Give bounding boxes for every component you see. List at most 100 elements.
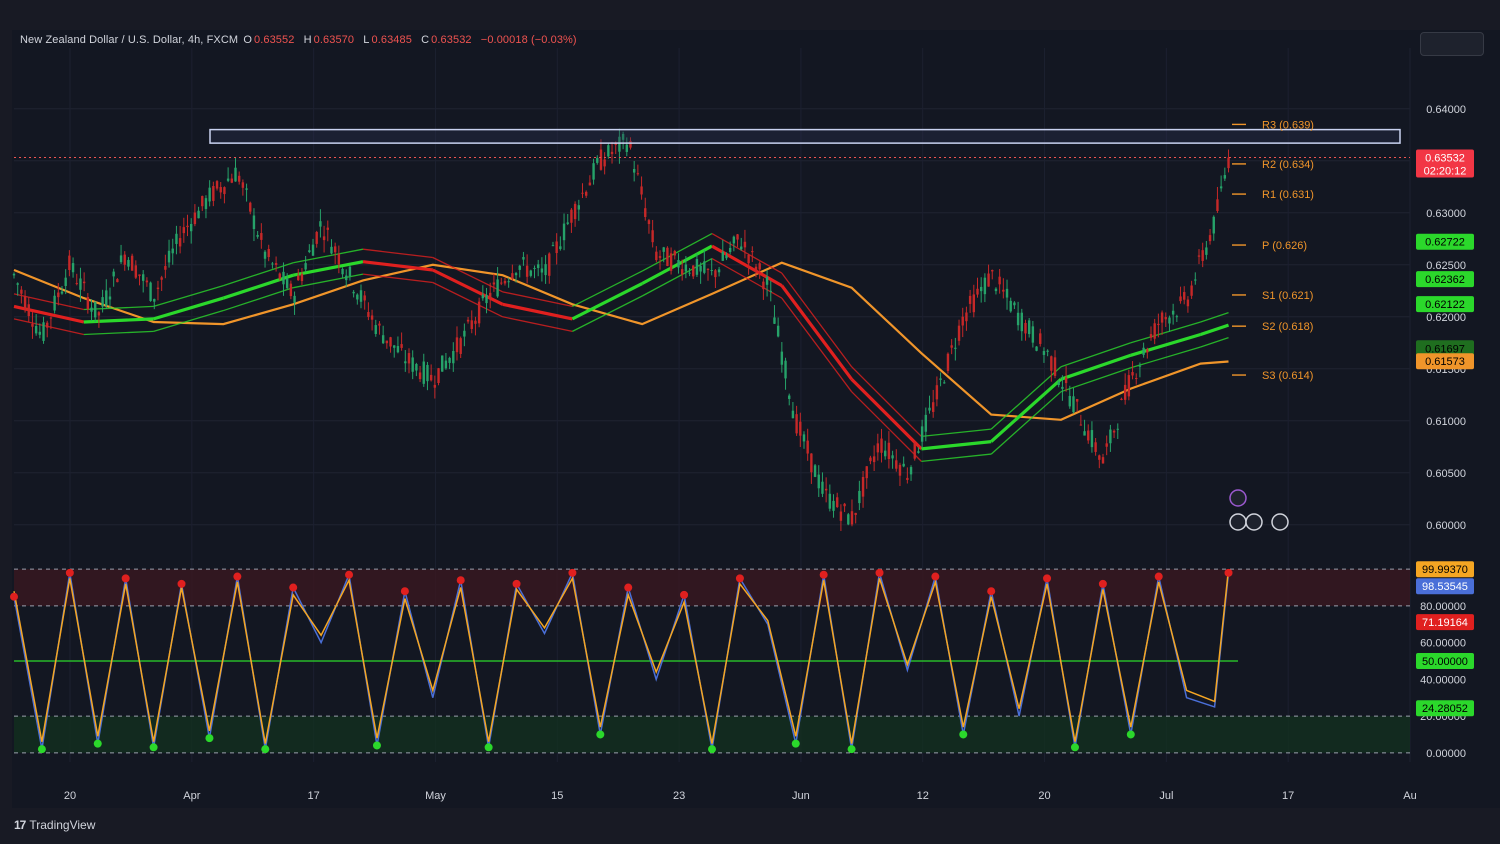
stoch-tick-label: 40.00000: [1420, 674, 1466, 686]
candle-body: [629, 140, 632, 148]
candle-body: [82, 281, 86, 284]
candle-body: [345, 275, 348, 281]
candle-body: [773, 317, 776, 324]
candle-body: [795, 414, 798, 434]
candle-body: [311, 244, 315, 256]
stoch-buy-marker: [708, 745, 716, 754]
candle-body: [983, 277, 987, 295]
candle-body: [1009, 300, 1012, 312]
fast-ma-segment: [641, 244, 713, 285]
candle-body: [525, 265, 529, 277]
stoch-sell-marker: [289, 583, 298, 592]
candle-body: [496, 279, 499, 297]
fast-ma-segment: [781, 272, 853, 368]
candle-body: [529, 270, 533, 276]
candle-body: [46, 322, 49, 328]
stoch-tick-label: 60.00000: [1420, 638, 1466, 650]
fast-ma-segment: [83, 330, 154, 336]
stoch-sell-marker: [456, 576, 465, 585]
candle-body: [1027, 320, 1031, 335]
stoch-buy-marker: [959, 730, 968, 739]
candle-body: [68, 255, 71, 271]
current-price-badge: [1416, 149, 1474, 178]
stoch-value-text: 50.00000: [1422, 656, 1468, 668]
candle-body: [1072, 396, 1075, 413]
candle-body: [1175, 316, 1179, 318]
time-tick-label: May: [425, 790, 446, 802]
candle-body: [208, 187, 211, 202]
candle-body: [1190, 285, 1193, 296]
candle-body: [86, 297, 90, 310]
candle-body: [263, 251, 267, 259]
candle-body: [758, 263, 761, 270]
candle-body: [1131, 372, 1134, 376]
candle-body: [378, 323, 381, 326]
candle-body: [1050, 356, 1053, 371]
candle-body: [548, 253, 551, 276]
candle-body: [285, 278, 289, 289]
fast-ma-segment: [222, 273, 294, 300]
candle-body: [234, 167, 237, 182]
stoch-sell-marker: [512, 579, 521, 588]
fast-ma-segment: [850, 378, 923, 451]
candle-body: [1201, 250, 1204, 261]
candle-body: [765, 277, 769, 285]
candle-body: [97, 312, 101, 316]
fast-ma-segment: [571, 282, 643, 321]
candle-body: [49, 317, 53, 319]
fast-ma-segment: [921, 428, 992, 438]
time-tick-label: Apr: [183, 790, 200, 802]
ma-value-text: 0.61573: [1425, 356, 1465, 368]
fast-ma-segment: [1130, 346, 1201, 369]
candle-body: [359, 290, 363, 302]
candle-body: [821, 481, 824, 494]
candle-body: [175, 233, 178, 244]
candle-body: [743, 241, 747, 248]
candle-body: [931, 402, 935, 412]
fast-ma-segment: [990, 391, 1062, 455]
fast-ma-segment: [502, 316, 573, 332]
candle-body: [448, 357, 451, 363]
candle-body: [326, 227, 329, 230]
time-tick-label: 20: [64, 790, 76, 802]
candle-body: [463, 330, 466, 337]
time-tick-label: 15: [551, 790, 563, 802]
stoch-sell-marker: [10, 592, 18, 601]
chart-settings-button[interactable]: [1420, 32, 1484, 56]
candle-body: [581, 192, 584, 194]
candle-body: [518, 265, 521, 270]
fast-ma-segment: [432, 256, 503, 293]
candle-body: [123, 254, 126, 265]
candle-body: [917, 451, 920, 453]
candle-body: [71, 263, 75, 273]
overbought-zone: [14, 569, 1410, 606]
candle-body: [1024, 322, 1027, 334]
candle-body: [935, 385, 939, 400]
candle-body: [540, 268, 544, 273]
candle-body: [252, 215, 256, 230]
candle-body: [596, 157, 599, 163]
candle-body: [274, 263, 278, 265]
candle-body: [393, 345, 396, 348]
fast-ma-segment: [153, 296, 224, 321]
candle-body: [928, 407, 931, 411]
candle-body: [20, 289, 23, 294]
candle-body: [566, 222, 569, 224]
candle-body: [736, 234, 739, 240]
candle-body: [994, 288, 998, 292]
candle-body: [965, 312, 968, 322]
candle-body: [182, 227, 186, 234]
candle-body: [308, 250, 311, 252]
time-tick-label: Jul: [1159, 790, 1173, 802]
price-tick-label: 0.62500: [1426, 260, 1466, 272]
stoch-tick-label: 0.00000: [1426, 748, 1466, 760]
candle-body: [164, 266, 167, 270]
stochastic-series: [10, 568, 1233, 754]
candle-body: [459, 338, 462, 354]
price-tick-label: 0.60500: [1426, 468, 1466, 480]
candle-body: [426, 364, 429, 382]
candle-body: [751, 251, 754, 253]
candle-body: [769, 290, 772, 292]
fast-ma-segment: [1200, 323, 1230, 336]
